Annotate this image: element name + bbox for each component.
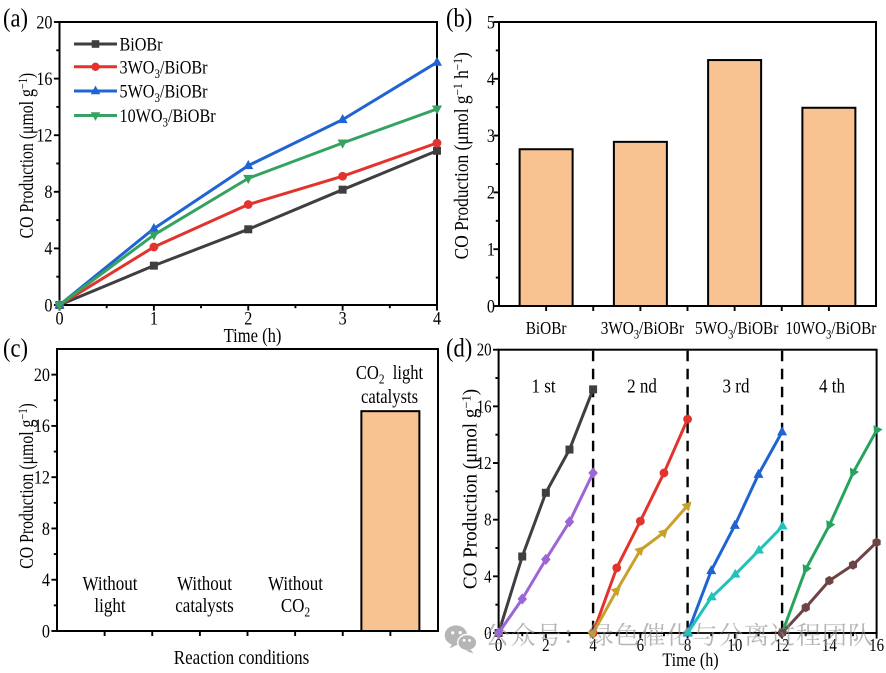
svg-text:0: 0 [55,307,63,329]
svg-text:4: 4 [44,237,52,259]
svg-text:2 nd: 2 nd [627,375,657,398]
svg-text:Time (h): Time (h) [662,649,718,671]
svg-text:CO Production (μmol g−1): CO Production (μmol g−1) [15,403,37,569]
svg-text:0: 0 [495,636,502,655]
svg-text:(d): (d) [446,334,472,363]
svg-text:16: 16 [869,636,884,655]
svg-text:8: 8 [42,518,50,540]
svg-text:Reaction conditions: Reaction conditions [174,647,309,670]
svg-text:3 rd: 3 rd [723,375,751,398]
svg-text:4: 4 [42,569,50,591]
svg-text:16: 16 [36,68,52,90]
svg-text:(b): (b) [446,4,472,33]
svg-text:5WO3/BiOBr: 5WO3/BiOBr [120,80,208,105]
svg-text:0: 0 [44,294,52,316]
svg-text:2: 2 [542,636,549,655]
svg-text:20: 20 [477,341,492,360]
svg-text:12: 12 [36,124,52,146]
svg-text:CO Production (μmol g−1): CO Production (μmol g−1) [459,389,481,589]
svg-text:8: 8 [484,511,491,530]
svg-text:Without: Without [177,573,233,596]
svg-text:3WO3/BiOBr: 3WO3/BiOBr [120,56,208,81]
svg-text:12: 12 [775,636,790,655]
svg-text:catalysts: catalysts [175,595,234,618]
svg-text:catalysts: catalysts [361,386,418,408]
svg-text:4: 4 [487,68,495,90]
svg-text:1: 1 [150,307,158,329]
svg-text:5: 5 [487,11,495,33]
svg-text:10: 10 [727,636,742,655]
svg-text:4: 4 [484,567,491,586]
svg-text:2: 2 [487,181,495,203]
svg-text:10WO3/BiOBr: 10WO3/BiOBr [785,318,876,342]
svg-text:(a): (a) [3,4,28,33]
svg-text:BiOBr: BiOBr [120,33,163,55]
svg-text:CO2 light: CO2 light [356,362,423,387]
svg-text:Time (h): Time (h) [224,325,282,348]
svg-text:Without: Without [268,573,324,596]
svg-text:3: 3 [339,307,347,329]
svg-text:8: 8 [684,636,691,655]
svg-text:16: 16 [477,397,492,416]
svg-text:1 st: 1 st [531,375,556,398]
svg-text:16: 16 [34,415,50,437]
svg-text:1: 1 [487,238,495,260]
svg-text:CO Production (μmol g−1): CO Production (μmol g−1) [15,73,37,239]
svg-text:0: 0 [487,295,495,317]
svg-text:10WO3/BiOBr: 10WO3/BiOBr [120,105,216,130]
svg-text:3: 3 [487,125,495,147]
svg-text:CO2: CO2 [281,595,310,620]
svg-text:BiOBr: BiOBr [526,318,567,338]
svg-text:12: 12 [477,454,492,473]
svg-text:20: 20 [36,11,52,33]
svg-text:12: 12 [34,466,50,488]
svg-text:4: 4 [589,636,596,655]
svg-text:Without: Without [83,573,139,596]
svg-text:6: 6 [637,636,644,655]
svg-text:0: 0 [42,620,50,642]
svg-text:3WO3/BiOBr: 3WO3/BiOBr [601,318,685,342]
svg-text:5WO3/BiOBr: 5WO3/BiOBr [695,318,779,342]
svg-text:light: light [94,595,126,618]
svg-text:8: 8 [44,181,52,203]
svg-text:4: 4 [433,307,441,329]
svg-text:(c): (c) [3,334,28,363]
svg-text:4 th: 4 th [819,375,846,398]
svg-text:CO Production (μmol g−1 h−1): CO Production (μmol g−1 h−1) [450,52,473,259]
svg-text:20: 20 [34,364,50,386]
svg-text:2: 2 [244,307,252,329]
